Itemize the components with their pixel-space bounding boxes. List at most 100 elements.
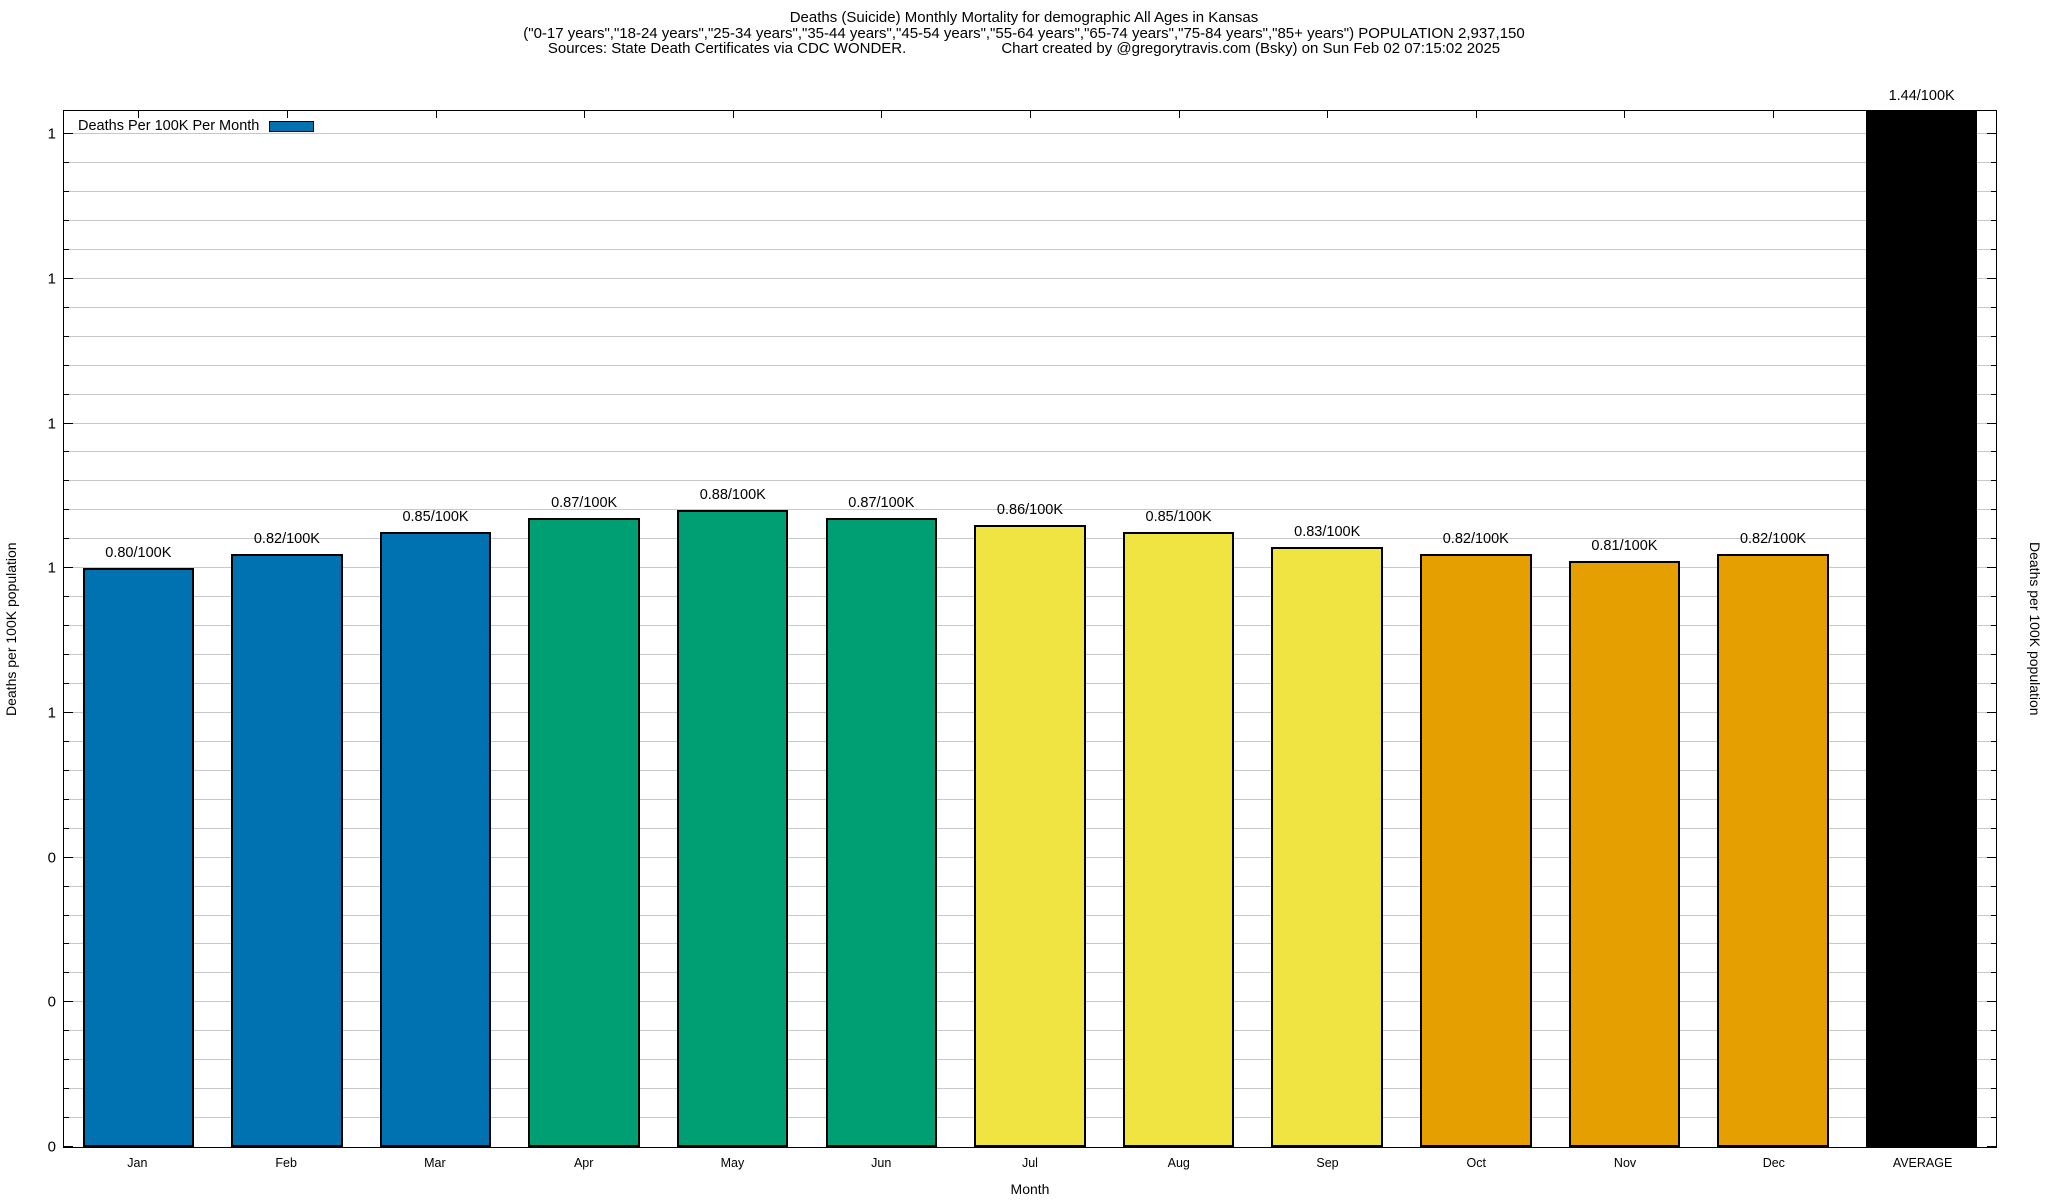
gridline: [64, 248, 1996, 250]
x-axis-tick-label: AVERAGE: [1892, 1156, 1953, 1170]
y-axis-minor-tick: [64, 914, 69, 916]
bar-slot: 1.44/100K: [1847, 88, 1996, 1147]
gridline: [64, 306, 1996, 308]
y-axis-major-tick: [1987, 711, 1996, 713]
x-axis-top-tick: [584, 111, 586, 118]
chart-title-line3: Sources: State Death Certificates via CD…: [0, 41, 2048, 57]
y-axis-major-tick: [1987, 856, 1996, 858]
x-axis-tick-label: Apr: [573, 1156, 594, 1170]
y-axis-minor-tick: [64, 1088, 69, 1090]
y-axis-minor-tick: [1991, 1088, 1996, 1090]
plot-area: 1 1 1 1 1 0 0 0 0.80/100K 0.82/100K 0.85/100K 0.87…: [48, 88, 1997, 1156]
y-axis-tick-label: 1: [47, 559, 56, 577]
legend-swatch: [269, 120, 315, 132]
x-axis-top-tick: [1624, 111, 1626, 118]
bar-slot: 0.82/100K: [1401, 111, 1550, 1147]
y-axis-major-tick: [64, 277, 73, 279]
y-axis-minor-tick: [64, 885, 69, 887]
y-axis-tick-label: 1: [47, 704, 56, 722]
gridline: [64, 191, 1996, 193]
x-axis-tick-label: Aug: [1167, 1156, 1190, 1170]
bar-slot: 0.85/100K: [1104, 111, 1253, 1147]
chart-title-line1: Deaths (Suicide) Monthly Mortality for d…: [789, 9, 1259, 26]
y-axis-major-tick: [64, 1146, 73, 1147]
bar-slot: 0.81/100K: [1550, 111, 1699, 1147]
y-axis-minor-tick: [64, 654, 69, 656]
gridline: [64, 451, 1996, 453]
y-axis-minor-tick: [64, 1117, 69, 1119]
y-axis-minor-tick: [1991, 393, 1996, 395]
gridline: [64, 364, 1996, 366]
y-axis-minor-tick: [1991, 335, 1996, 337]
y-axis-major-tick: [64, 422, 73, 424]
y-axis-minor-tick: [64, 1030, 69, 1032]
y-axis-major-tick: [64, 133, 73, 135]
bar-value-label: 0.87/100K: [848, 494, 915, 511]
bar-slot: 0.82/100K: [1699, 111, 1848, 1147]
y-axis-minor-tick: [1991, 219, 1996, 221]
bar-slot: 0.83/100K: [1253, 111, 1402, 1147]
x-axis-top-tick: [732, 111, 734, 118]
x-axis-top-tick: [435, 111, 437, 118]
bar-slot: 0.86/100K: [956, 111, 1105, 1147]
gridline: [64, 162, 1996, 164]
bar-value-label: 0.82/100K: [1442, 530, 1509, 547]
y-axis-tick-label: 0: [47, 993, 56, 1011]
y-axis-minor-tick: [64, 335, 69, 337]
chart-title-line2: ("0-17 years","18-24 years","25-34 years…: [523, 24, 1525, 42]
bar: [1717, 553, 1829, 1147]
y-axis-major-tick: [1987, 422, 1996, 424]
bar-value-label: 0.85/100K: [402, 509, 469, 526]
bar: [231, 553, 343, 1147]
y-axis-minor-tick: [64, 798, 69, 800]
bar: [379, 532, 492, 1147]
y-axis-minor-tick: [64, 1059, 69, 1061]
y-axis-major-tick: [1987, 1001, 1996, 1003]
y-axis-minor-tick: [1991, 596, 1996, 598]
bar: [1271, 546, 1383, 1147]
y-axis-major-tick: [1987, 277, 1996, 279]
y-axis-minor-tick: [1991, 538, 1996, 540]
bar-value-label: 0.87/100K: [551, 494, 618, 511]
y-axis-tick-label: 1: [47, 125, 56, 143]
x-axis-tick-label: Jun: [871, 1156, 892, 1170]
y-axis-minor-tick: [1991, 740, 1996, 742]
y-axis-minor-tick: [64, 480, 69, 482]
x-axis-top-tick: [286, 111, 288, 118]
y-axis-minor-tick: [1991, 914, 1996, 916]
y-axis-minor-tick: [1991, 798, 1996, 800]
y-axis-minor-tick: [64, 682, 69, 684]
y-axis-minor-tick: [64, 740, 69, 742]
gridline: [64, 219, 1996, 221]
x-axis-top-tick: [1773, 111, 1775, 118]
gridline: [64, 277, 1996, 279]
y-axis-minor-tick: [64, 972, 69, 974]
y-axis-minor-tick: [64, 393, 69, 395]
y-axis-minor-tick: [1991, 191, 1996, 193]
gridline: [64, 335, 1996, 337]
chart-titles: Deaths (Suicide) Monthly Mortality for d…: [0, 10, 2048, 57]
bar: [1420, 553, 1532, 1147]
y-axis-minor-tick: [1991, 306, 1996, 308]
y-axis-minor-tick: [1991, 248, 1996, 250]
y-axis-minor-tick: [1991, 509, 1996, 511]
y-axis-minor-tick: [64, 596, 69, 598]
bar-value-label: 0.81/100K: [1591, 538, 1658, 554]
gridline: [64, 133, 1996, 135]
y-axis-minor-tick: [64, 219, 69, 221]
bar: [82, 568, 195, 1147]
y-axis-major-tick: [1987, 567, 1996, 569]
y-axis-tick-label: 0: [47, 1138, 56, 1156]
bar: [528, 517, 640, 1147]
y-axis-tick-label: 1: [47, 415, 56, 433]
x-axis-tick-label: Sep: [1316, 1156, 1339, 1170]
bar-value-label: 0.83/100K: [1294, 523, 1361, 540]
bar: [974, 524, 1086, 1147]
bar-value-label: 1.44/100K: [1888, 88, 1955, 104]
gridline: [64, 509, 1996, 511]
y-axis-minor-tick: [1991, 1030, 1996, 1032]
y-axis-major-tick: [64, 1001, 73, 1003]
bar-slot: 0.87/100K: [510, 111, 659, 1147]
y-axis-minor-tick: [1991, 654, 1996, 656]
x-axis-tick-label: Oct: [1466, 1156, 1486, 1170]
